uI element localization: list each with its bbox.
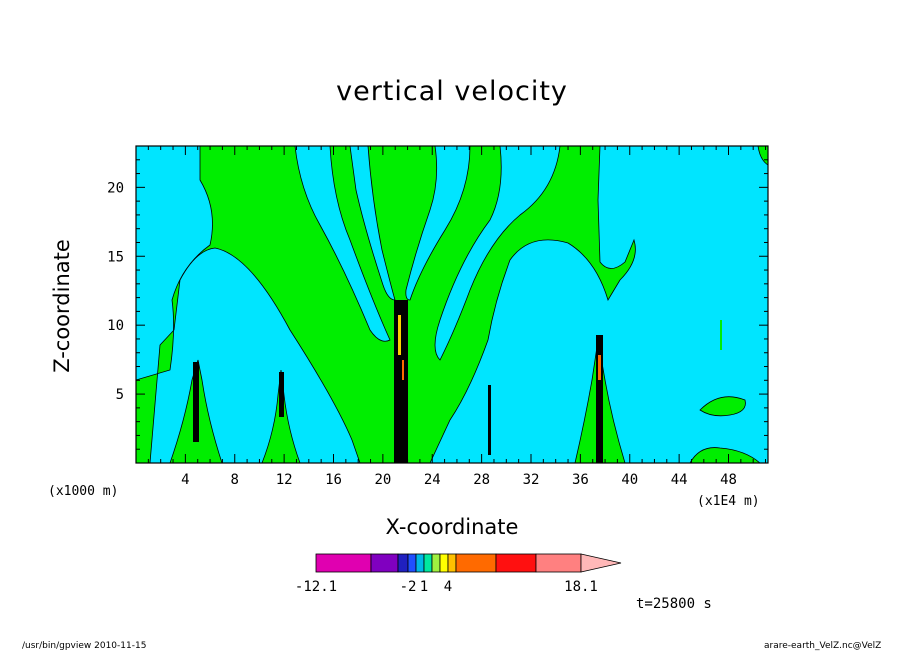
footer-right: arare-earth_VelZ.nc@VelZ xyxy=(764,641,882,651)
green-patch-right-low xyxy=(689,447,761,463)
y-tick-label: 15 xyxy=(107,249,124,265)
colorbar-label: 1 xyxy=(420,579,428,595)
colorbar-label: 18.1 xyxy=(564,579,598,595)
green-patch-right xyxy=(699,396,746,417)
colorbar-segment xyxy=(397,553,409,573)
colorbar-segment xyxy=(535,553,582,573)
colorbar-segment xyxy=(447,553,457,573)
colorbar-segment xyxy=(415,553,425,573)
x-tick-label: 28 xyxy=(473,472,490,488)
footer-left: /usr/bin/gpview 2010-11-15 xyxy=(22,641,147,651)
green-region-central xyxy=(136,146,636,463)
colorbar-label: 4 xyxy=(444,579,452,595)
x-unit-left: (x1000 m) xyxy=(48,484,119,499)
x-tick-label: 4 xyxy=(181,472,189,488)
chart-title: vertical velocity xyxy=(336,76,568,107)
x-tick-label: 24 xyxy=(424,472,441,488)
colorbar-segment xyxy=(495,553,537,573)
x-axis-label: X-coordinate xyxy=(385,515,519,539)
colorbar-segment xyxy=(431,553,441,573)
colorbar-label: -2 xyxy=(400,579,417,595)
colorbar-segment xyxy=(423,553,433,573)
colorbar-segment xyxy=(439,553,449,573)
cyan-lobe-2 xyxy=(349,146,396,301)
x-tick-label: 20 xyxy=(374,472,391,488)
x-unit-right: (x1E4 m) xyxy=(697,494,760,509)
colorbar: -12.1 -2 1 4 18.1 xyxy=(295,553,622,595)
x-tick-label: 40 xyxy=(621,472,638,488)
time-label: t=25800 s xyxy=(636,596,712,612)
colorbar-segment xyxy=(370,553,399,573)
contour-field xyxy=(136,146,768,463)
x-tick-label: 16 xyxy=(325,472,342,488)
y-axis-label: Z-coordinate xyxy=(50,239,74,373)
x-tick-label: 48 xyxy=(720,472,737,488)
colorbar-segment xyxy=(407,553,417,573)
colorbar-label: -12.1 xyxy=(295,579,337,595)
cyan-lobe-1 xyxy=(294,146,391,342)
x-tick-label: 36 xyxy=(572,472,589,488)
y-tick-label: 5 xyxy=(116,387,124,403)
cyan-lobe-4 xyxy=(434,146,561,361)
y-tick-label: 20 xyxy=(107,180,124,196)
y-tick-label: 10 xyxy=(107,318,124,334)
x-tick-label: 12 xyxy=(276,472,293,488)
x-tick-label: 32 xyxy=(523,472,540,488)
colorbar-segment xyxy=(315,553,372,573)
x-tick-label: 8 xyxy=(231,472,239,488)
plot-frame xyxy=(135,145,769,464)
cyan-lobe-3 xyxy=(405,146,471,301)
colorbar-segment xyxy=(455,553,497,573)
x-tick-label: 44 xyxy=(671,472,688,488)
strong-cores xyxy=(193,300,722,463)
colorbar-arrow xyxy=(580,553,622,573)
